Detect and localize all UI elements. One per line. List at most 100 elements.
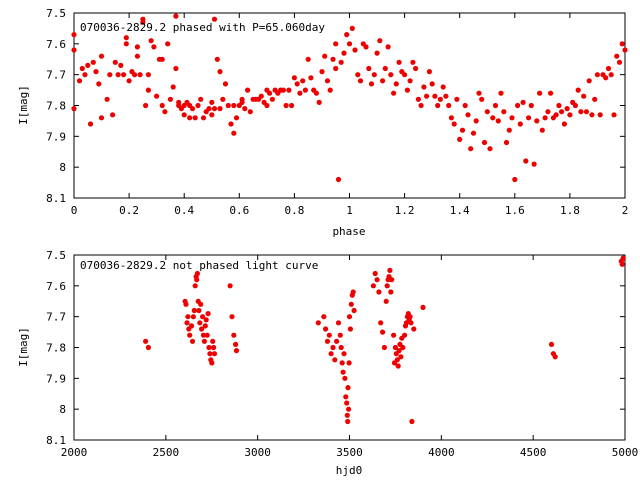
data-point — [435, 102, 441, 109]
data-point — [368, 81, 375, 87]
data-point — [339, 360, 345, 366]
data-point — [385, 44, 391, 50]
data-point — [346, 360, 352, 366]
data-point — [348, 301, 354, 307]
data-point — [79, 65, 85, 72]
chart-title: 070036-2829.2 not phased light curve — [80, 259, 318, 272]
data-point — [537, 90, 543, 96]
data-point — [346, 314, 353, 320]
data-point — [572, 102, 579, 109]
y-tick-labels: 7.5 7.6 7.7 7.8 7.9 8 8.1 — [46, 7, 66, 205]
data-point — [199, 326, 205, 332]
data-point — [415, 96, 421, 102]
data-point — [392, 344, 398, 351]
data-point — [446, 102, 452, 109]
data-point — [258, 93, 264, 99]
data-point — [197, 320, 203, 326]
data-point — [594, 72, 601, 78]
data-point — [233, 115, 240, 121]
data-point — [332, 357, 338, 363]
data-point — [404, 87, 410, 93]
data-point — [542, 115, 548, 121]
data-point — [217, 106, 223, 112]
data-point — [517, 121, 523, 127]
data-point — [559, 109, 565, 115]
data-point — [391, 332, 397, 338]
data-point — [214, 56, 220, 62]
data-point — [345, 385, 351, 391]
data-point — [228, 121, 234, 127]
data-point — [192, 283, 198, 289]
data-point — [432, 93, 438, 99]
data-point — [323, 326, 329, 332]
data-point — [556, 102, 562, 109]
data-point — [326, 332, 332, 338]
data-point — [378, 320, 384, 326]
data-point — [71, 106, 77, 112]
data-point — [137, 72, 143, 78]
data-point — [413, 65, 419, 72]
data-point — [578, 109, 584, 115]
data-point — [346, 406, 352, 412]
data-point — [366, 65, 372, 72]
data-point — [523, 158, 529, 164]
x-tick-labels: 0 0.2 0.4 0.6 0.8 1 1.2 1.4 1.6 1.8 2 — [71, 204, 629, 217]
data-point — [581, 93, 587, 99]
x-axis-label: hjd0 — [336, 464, 363, 477]
data-point — [384, 283, 390, 289]
data-point — [389, 277, 395, 283]
y-tick-label: 7.8 — [46, 100, 66, 113]
data-point — [134, 44, 140, 50]
data-point — [512, 176, 518, 183]
data-point — [204, 332, 210, 338]
data-point — [548, 341, 555, 347]
data-point — [181, 112, 187, 118]
data-point — [90, 59, 96, 65]
data-point — [211, 106, 218, 112]
data-point — [345, 418, 351, 425]
data-point — [374, 50, 380, 56]
data-point — [209, 360, 215, 366]
data-point — [370, 283, 376, 289]
data-point — [388, 72, 394, 78]
data-point — [222, 81, 229, 87]
data-point — [167, 96, 173, 102]
data-point — [481, 139, 488, 146]
data-point — [421, 84, 427, 90]
data-point — [123, 41, 129, 47]
y-tick-label: 7.5 — [46, 7, 66, 20]
axis-ticks — [73, 254, 626, 441]
data-point — [465, 112, 471, 118]
data-point — [407, 78, 413, 84]
data-point — [126, 78, 132, 84]
data-point — [289, 102, 295, 109]
data-point — [341, 351, 347, 357]
chart-title: 070036-2829.2 phased with P=65.060day — [80, 21, 325, 34]
x-tick-label: 2 — [622, 204, 629, 217]
x-tick-label: 1.8 — [560, 204, 580, 217]
data-point — [396, 348, 402, 354]
data-points — [71, 13, 628, 183]
data-point — [614, 53, 620, 59]
data-point — [487, 146, 493, 152]
data-point — [211, 16, 218, 22]
data-point — [391, 90, 397, 96]
data-point — [411, 326, 417, 332]
data-point — [118, 62, 124, 68]
data-point — [383, 298, 389, 304]
data-point — [195, 102, 201, 109]
data-point — [200, 314, 206, 320]
data-point — [192, 115, 198, 121]
data-point — [520, 99, 526, 105]
data-point — [202, 323, 208, 329]
data-point — [173, 13, 179, 19]
data-point — [338, 59, 344, 65]
data-point — [457, 136, 463, 142]
data-point — [115, 72, 121, 78]
x-tick-label: 5000 — [612, 446, 639, 459]
data-point — [440, 84, 446, 90]
x-tick-label: 2500 — [153, 446, 180, 459]
data-point — [402, 332, 408, 338]
data-point — [448, 115, 454, 121]
